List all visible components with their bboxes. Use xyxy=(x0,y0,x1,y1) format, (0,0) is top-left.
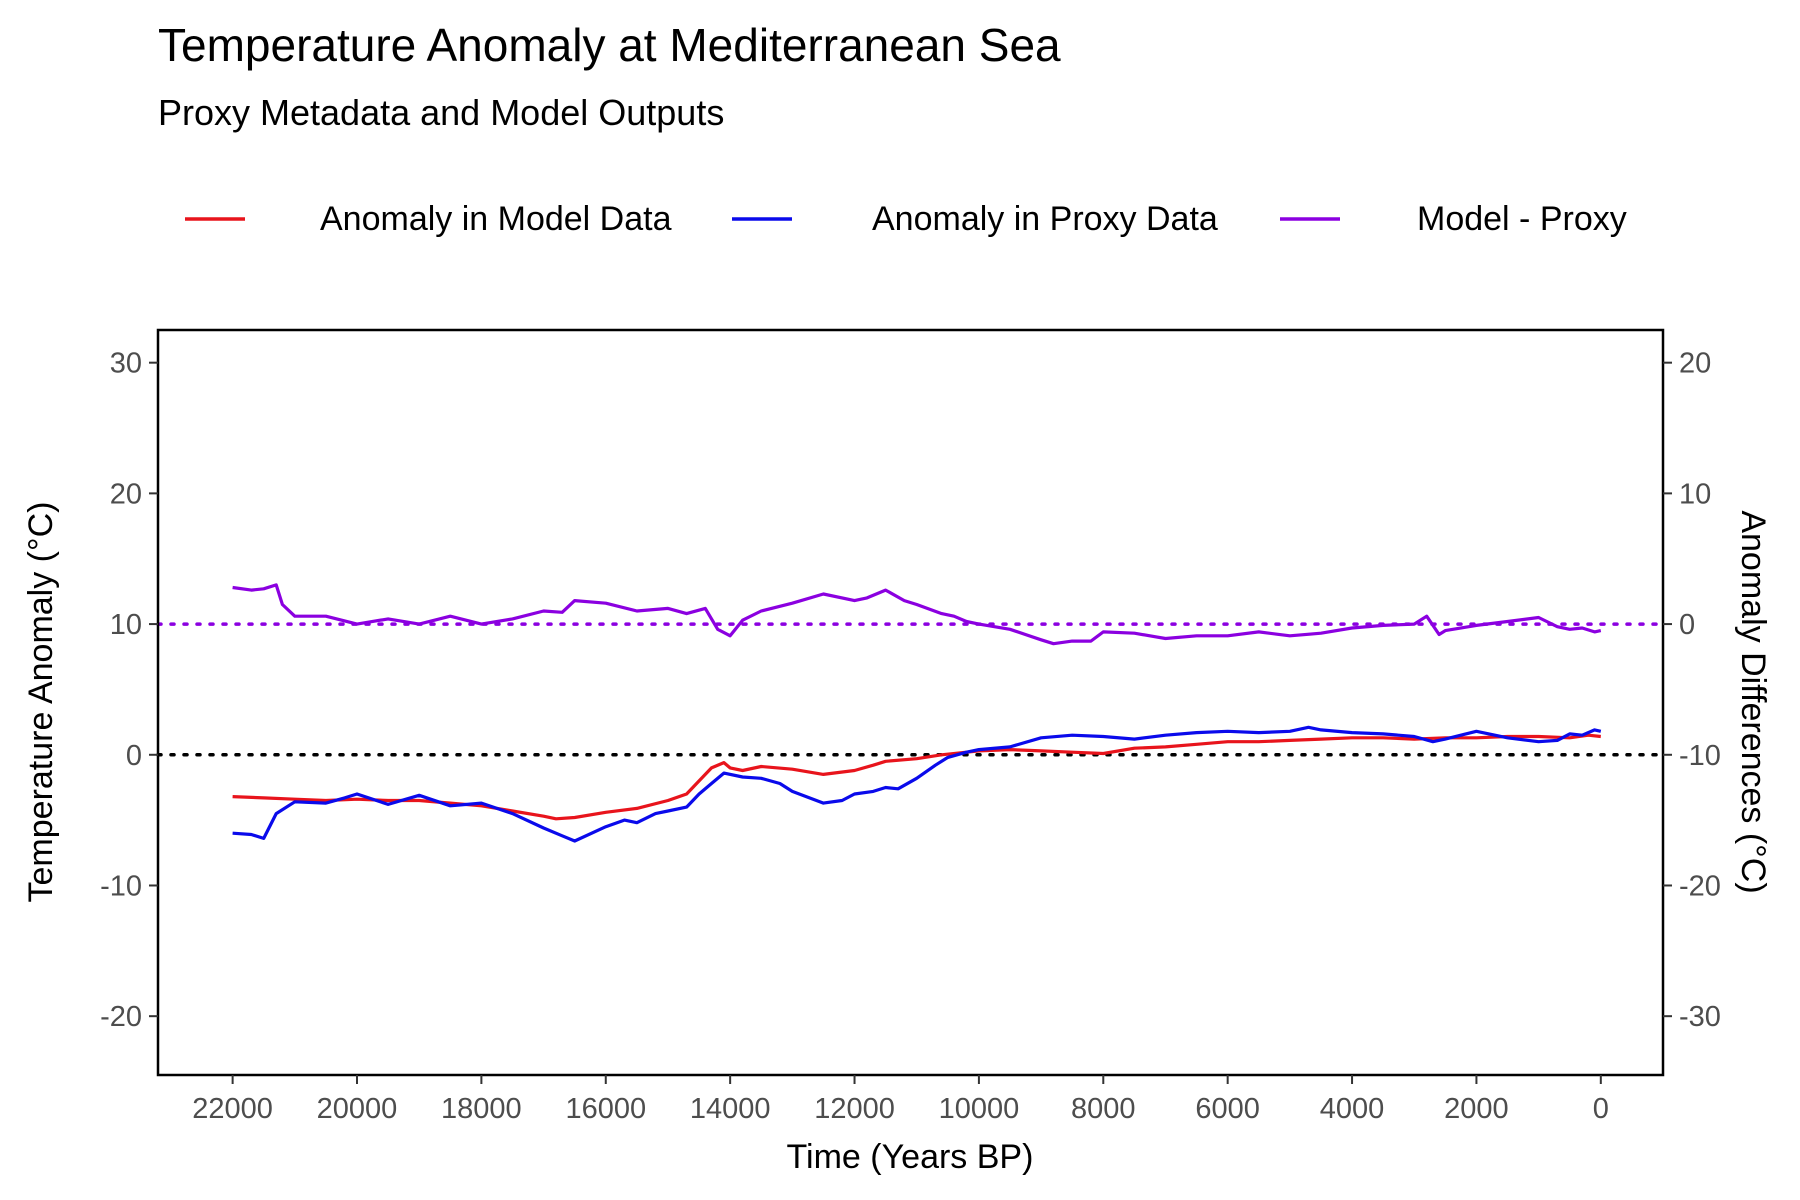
legend-label-1: Anomaly in Proxy Data xyxy=(872,200,1218,238)
legend: Anomaly in Model Data Anomaly in Proxy Da… xyxy=(185,200,1627,238)
y-tick-label: 0 xyxy=(126,740,142,772)
x-tick-label: 22000 xyxy=(192,1093,273,1125)
y2-tick-label: -30 xyxy=(1679,1001,1721,1033)
legend-label-2: Model - Proxy xyxy=(1417,200,1627,238)
y-tick-label: -20 xyxy=(100,1001,142,1033)
y-tick-label: 30 xyxy=(110,348,142,380)
x-tick-label: 4000 xyxy=(1320,1093,1385,1125)
chart-subtitle: Proxy Metadata and Model Outputs xyxy=(158,92,725,133)
y2-tick-label: 0 xyxy=(1679,609,1695,641)
y2-tick-label: 20 xyxy=(1679,348,1711,380)
y-tick-label: 20 xyxy=(110,478,142,510)
y2-tick-label: 10 xyxy=(1679,478,1711,510)
x-axis: 22000 20000 18000 16000 14000 12000 10000 8000 6… xyxy=(192,1075,1609,1125)
x-tick-label: 16000 xyxy=(565,1093,646,1125)
x-tick-label: 6000 xyxy=(1195,1093,1260,1125)
plot-panel xyxy=(158,330,1663,1075)
y-tick-label: 10 xyxy=(110,609,142,641)
x-tick-label: 14000 xyxy=(690,1093,771,1125)
x-tick-label: 20000 xyxy=(317,1093,398,1125)
legend-label-0: Anomaly in Model Data xyxy=(320,200,672,238)
series-lines xyxy=(232,583,1602,843)
x-tick-label: 0 xyxy=(1593,1093,1609,1125)
x-tick-label: 8000 xyxy=(1071,1093,1136,1125)
series-line-2 xyxy=(232,583,1602,646)
chart-title: Temperature Anomaly at Mediterranean Sea xyxy=(158,19,1061,71)
series-line-1 xyxy=(232,725,1602,843)
reference-lines xyxy=(156,622,1665,757)
y-tick-label: -10 xyxy=(100,870,142,902)
x-tick-label: 2000 xyxy=(1444,1093,1509,1125)
x-axis-title: Time (Years BP) xyxy=(787,1138,1034,1176)
y-axis-title: Temperature Anomaly (°C) xyxy=(22,502,60,903)
y-axis-right: 20 10 0 -10 -20 -30 xyxy=(1663,348,1721,1033)
x-tick-label: 10000 xyxy=(939,1093,1020,1125)
x-tick-label: 18000 xyxy=(441,1093,522,1125)
y2-tick-label: -10 xyxy=(1679,740,1721,772)
plot-border xyxy=(156,328,1665,1077)
y2-tick-label: -20 xyxy=(1679,870,1721,902)
y2-axis-title: Anomaly Differences (°C) xyxy=(1734,510,1772,893)
y-axis-left: 30 20 10 0 -10 -20 xyxy=(100,348,158,1033)
x-tick-label: 12000 xyxy=(814,1093,895,1125)
